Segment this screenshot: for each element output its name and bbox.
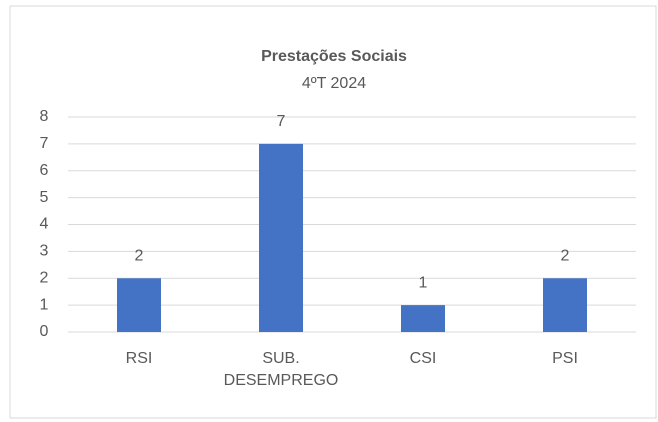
chart-subtitle: 4ºT 2024 (302, 75, 366, 92)
bar (117, 278, 161, 332)
x-tick-label: PSI (552, 350, 578, 367)
y-tick-label: 4 (40, 216, 49, 233)
data-label: 2 (561, 247, 570, 264)
y-tick-label: 6 (40, 162, 49, 179)
x-tick-label: CSI (409, 350, 437, 367)
chart-title: Prestações Sociais (261, 48, 407, 65)
y-tick-label: 1 (40, 296, 49, 313)
bar (543, 278, 587, 332)
x-tick-label: RSI (125, 350, 153, 367)
data-label: 7 (277, 113, 286, 130)
x-tick-label: SUB. DESEMPREGO (223, 350, 339, 389)
y-tick-label: 3 (40, 243, 49, 260)
data-label: 1 (419, 274, 428, 291)
y-tick-label: 0 (40, 323, 49, 340)
data-label: 2 (135, 247, 144, 264)
y-tick-label: 7 (40, 135, 49, 152)
y-tick-label: 5 (40, 189, 49, 206)
y-tick-label: 8 (40, 108, 49, 125)
bar (259, 143, 303, 332)
chart-border (9, 5, 657, 419)
bar (401, 305, 445, 332)
y-tick-label: 2 (40, 269, 49, 286)
